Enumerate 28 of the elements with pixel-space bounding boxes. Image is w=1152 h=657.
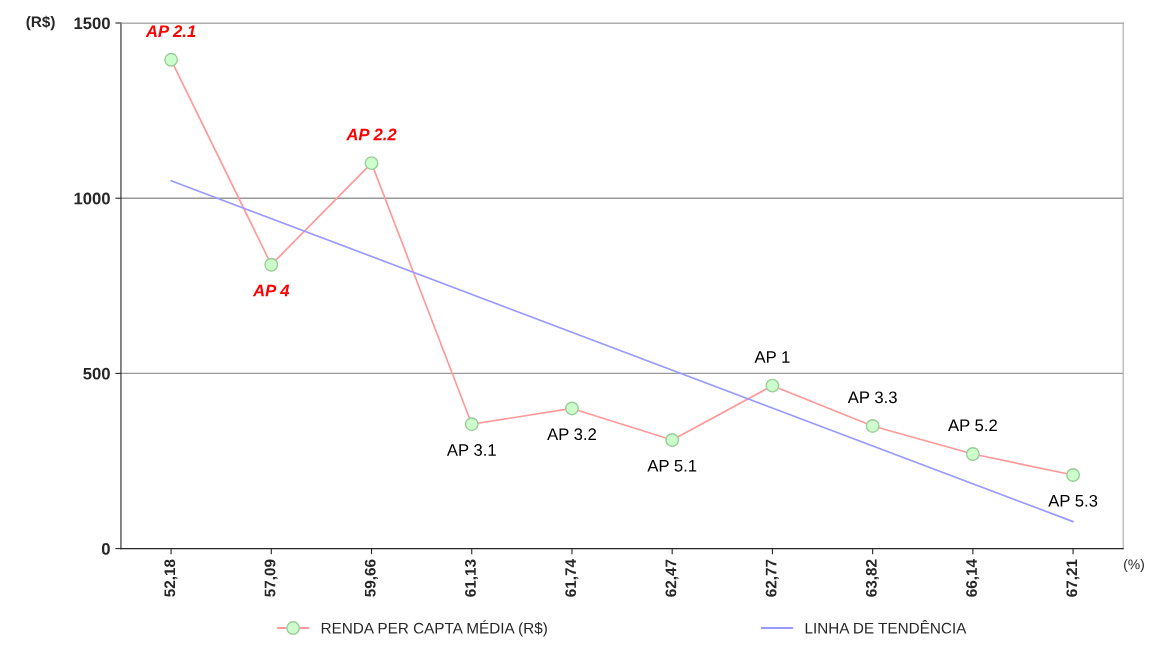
x-tick-label: 62,47 <box>665 559 679 597</box>
annotation: AP 3.1 <box>446 444 496 456</box>
annotation: AP 2.1 <box>145 25 196 37</box>
x-tick-label: 57,09 <box>264 559 278 597</box>
x-tick-label: 59,66 <box>364 559 378 597</box>
x-tick-label: 63,82 <box>865 559 879 597</box>
x-tick-label: 61,13 <box>465 559 479 597</box>
annotation: AP 3.3 <box>847 391 897 404</box>
legend-label: RENDA PER CAPTA MÉDIA (R$) <box>321 620 547 637</box>
y-tick-label: 0 <box>101 543 110 555</box>
annotation: AP 5.3 <box>1048 494 1098 507</box>
y-tick-label: 1000 <box>74 192 110 205</box>
x-tick-label: 62,77 <box>765 559 779 597</box>
annotation: AP 3.2 <box>547 428 596 441</box>
x-axis-title: (%) <box>1124 559 1144 573</box>
x-tick-label: 52,18 <box>164 559 178 597</box>
annotation: AP 1 <box>754 351 790 363</box>
y-axis-title: (R$) <box>26 15 55 31</box>
x-tick-label: 61,74 <box>565 559 579 597</box>
annotation: AP 4 <box>252 284 290 297</box>
x-tick-label: 67,21 <box>1066 559 1080 597</box>
annotation: AP 5.1 <box>647 460 697 472</box>
annotation: AP 2.2 <box>346 128 397 141</box>
x-tick-label: 66,14 <box>966 559 980 597</box>
annotation: AP 5.2 <box>948 419 997 432</box>
legend-label: LINHA DE TENDÊNCIA <box>805 620 967 634</box>
y-tick-label: 1500 <box>74 17 110 30</box>
y-tick-label: 500 <box>83 367 110 380</box>
